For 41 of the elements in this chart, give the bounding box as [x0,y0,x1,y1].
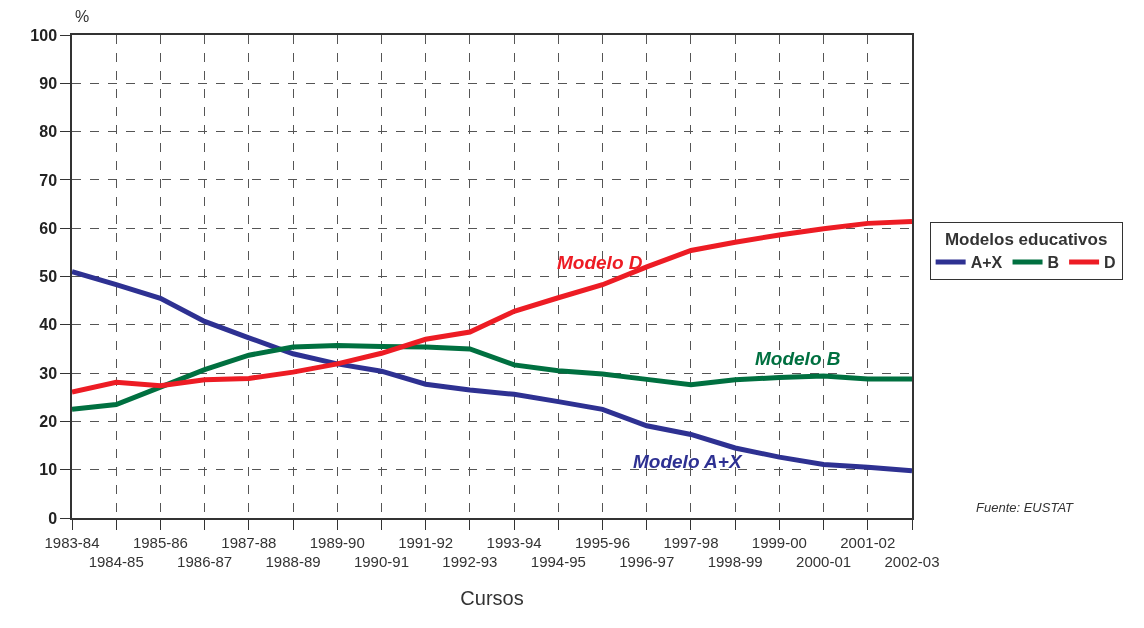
legend-label: A+X [970,254,1003,272]
x-tick-label: 1995-96 [575,533,631,551]
y-tick-label: 10 [39,461,58,479]
x-tick-label: 1984-85 [88,553,144,571]
annotation: Modelo B [755,348,841,369]
y-tick-label: 30 [39,364,58,382]
x-tick-label: 1992-93 [442,553,498,571]
x-tick-label: 1997-98 [663,533,719,551]
y-tick-label: 0 [48,509,58,527]
x-tick-label: 2000-01 [796,553,852,571]
x-tick-label: 2001-02 [840,533,896,551]
legend-label: B [1047,254,1060,272]
x-axis-title: Cursos [460,587,524,610]
y-tick-label: 60 [39,219,58,237]
y-tick-label: 20 [39,413,58,430]
legend-title: Modelos educativos [944,230,1108,250]
y-tick-label: 90 [39,74,58,92]
x-tick-label: 1987-88 [221,533,277,551]
x-tick-label: 1994-95 [530,553,586,571]
y-tick-label: 50 [39,268,58,286]
x-tick-label: 1999-00 [751,533,807,551]
x-tick-label: 1990-91 [353,553,409,571]
x-tick-label: 1998-99 [707,553,763,571]
y-tick-label: 100 [30,26,58,44]
x-tick-label: 1996-97 [619,553,675,571]
y-tick-label: 40 [39,316,58,334]
x-tick-label: 1985-86 [132,533,188,551]
source-note: Fuente: EUSTAT [976,500,1075,515]
legend-label: D [1104,254,1116,272]
x-tick-label: 1989-90 [309,533,365,551]
y-tick-label: 70 [39,171,58,189]
x-tick-label: 1986-87 [177,553,233,571]
x-tick-label: 1983-84 [44,533,100,551]
annotation: Modelo D [557,252,643,273]
y-axis-title: % [75,8,90,25]
y-tick-label: 80 [39,123,58,141]
x-tick-label: 1993-94 [486,533,542,551]
annotation: Modelo A+X [633,451,743,472]
x-tick-label: 1991-92 [398,533,454,551]
x-tick-label: 2002-03 [884,553,940,571]
x-tick-label: 1988-89 [265,553,321,571]
